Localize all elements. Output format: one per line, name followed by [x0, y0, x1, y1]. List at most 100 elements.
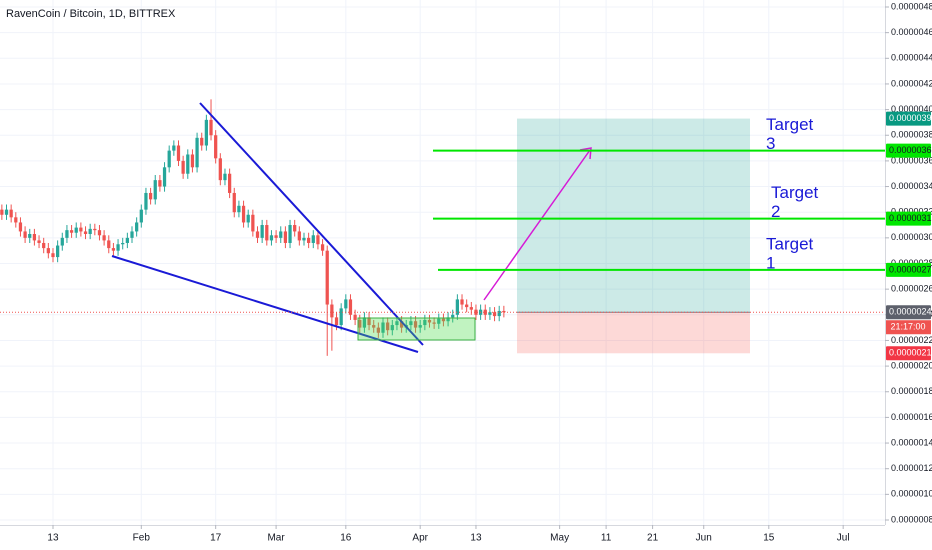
candle-body — [9, 209, 13, 218]
target-number: 3 — [766, 134, 775, 153]
candle-body — [307, 237, 311, 243]
target-label: Target — [766, 234, 814, 253]
candle-body — [497, 310, 501, 317]
price-tag — [886, 262, 931, 277]
candle-body — [102, 235, 106, 241]
candle-body — [441, 318, 446, 322]
candle-body — [107, 240, 111, 249]
x-tick-label: 11 — [601, 533, 612, 544]
candle-body — [446, 317, 450, 322]
price-tag-label: 0.00000315 — [889, 213, 932, 223]
candle-body — [330, 304, 334, 318]
target-label: Target — [766, 115, 814, 134]
candle-body — [283, 231, 288, 243]
candle-body — [395, 321, 399, 326]
candle-body — [135, 222, 139, 232]
candle-body — [399, 321, 404, 328]
candle-body — [125, 237, 129, 243]
loss-zone — [517, 312, 750, 354]
candle-body — [139, 209, 143, 223]
candle-body — [200, 137, 204, 146]
target-number: 1 — [766, 253, 775, 272]
x-tick-label: Jun — [696, 533, 712, 544]
candle-body — [274, 235, 278, 238]
candle-body — [251, 214, 255, 232]
x-tick-label: 21 — [647, 533, 659, 544]
candle-body — [372, 325, 376, 328]
candle-body — [23, 231, 27, 238]
candle-body — [167, 150, 171, 168]
candle-body — [241, 205, 246, 223]
y-tick-label: 0.00000480 — [891, 1, 932, 11]
candle-body — [79, 227, 83, 232]
candle-body — [344, 299, 348, 309]
x-tick-label: May — [550, 533, 569, 544]
candle-body — [316, 235, 320, 245]
candle-body — [204, 119, 209, 146]
candle-body — [502, 310, 506, 313]
candle-body — [390, 325, 394, 331]
candle-body — [432, 322, 436, 324]
candle-body — [88, 228, 92, 235]
candle-body — [144, 192, 148, 210]
candle-body — [60, 237, 64, 246]
candle-body — [37, 240, 41, 243]
candle-body — [65, 230, 69, 238]
candle-body — [74, 227, 78, 233]
candle-body — [153, 180, 157, 200]
candle-body — [483, 309, 487, 315]
candle-body — [353, 314, 357, 320]
arrow-head — [579, 147, 592, 160]
candle-body — [209, 119, 213, 136]
price-tag-label: 0.00000275 — [889, 264, 932, 274]
candle-body — [237, 205, 241, 213]
candle-body — [56, 245, 60, 258]
price-tag-label: 0.00000368 — [889, 145, 932, 155]
candle-body — [111, 248, 116, 251]
candle-body — [227, 173, 232, 193]
candle-body — [172, 145, 176, 151]
candle-body — [288, 225, 292, 243]
candle-body — [97, 230, 102, 236]
x-tick-label: 17 — [210, 533, 222, 544]
candle-body — [46, 248, 50, 254]
candle-body — [51, 253, 55, 258]
candle-body — [358, 319, 362, 328]
candle-body — [320, 244, 325, 251]
candle-body — [437, 318, 441, 324]
candle-body — [381, 322, 385, 333]
candle-body — [334, 317, 339, 326]
candle-body — [469, 307, 473, 310]
price-tag — [886, 211, 931, 226]
candle-body — [214, 135, 218, 159]
candle-body — [116, 244, 120, 251]
candle-body — [339, 308, 343, 326]
price-tag-label: 0.00000393 — [889, 113, 932, 123]
candle-body — [293, 225, 297, 232]
candle-body — [158, 180, 162, 187]
price-tag-label: 0.00000242 — [889, 307, 932, 317]
candle-body — [246, 214, 250, 223]
wedge-upper — [199, 102, 424, 346]
candle-body — [279, 231, 283, 238]
candle-body — [42, 242, 46, 249]
candle-body — [93, 228, 97, 231]
arrow — [483, 149, 591, 301]
wedge-lower — [111, 255, 419, 353]
candle-body — [269, 235, 274, 241]
candle-body — [69, 230, 74, 233]
candle-body — [348, 299, 353, 315]
candle-body — [302, 237, 306, 241]
price-tag — [886, 305, 931, 320]
